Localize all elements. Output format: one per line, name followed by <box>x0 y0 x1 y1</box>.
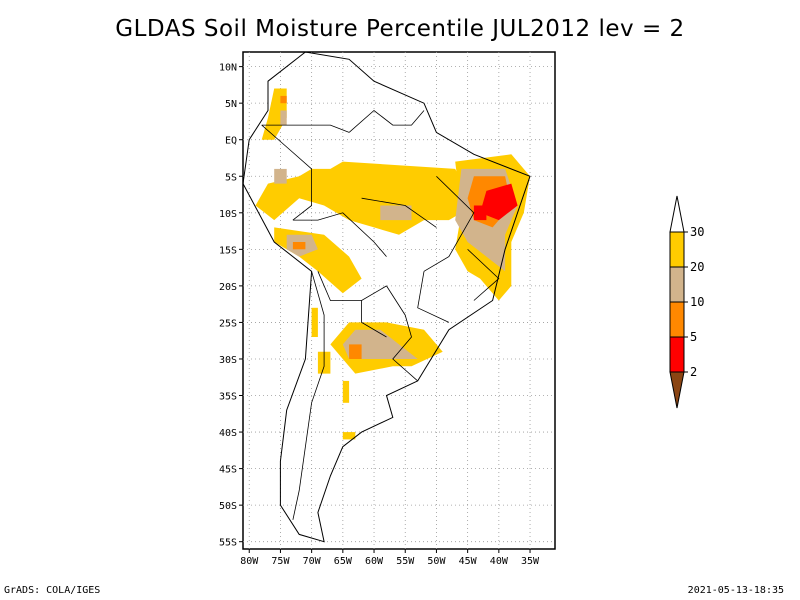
country-border <box>317 271 387 301</box>
lat-tick-label: 25S <box>219 318 237 329</box>
colorbar: 30 20 10 5 2 <box>669 195 704 409</box>
lon-tick-label: 50W <box>427 556 446 567</box>
percentile-region-p20_30 <box>342 380 350 403</box>
lon-tick-label: 65W <box>334 556 353 567</box>
country-border <box>348 109 425 133</box>
map-title: GLDAS Soil Moisture Percentile JUL2012 l… <box>115 16 685 42</box>
colorbar-box-p5_10 <box>669 301 685 338</box>
percentile-region-p2_5 <box>473 205 487 221</box>
coastline-and-borders <box>242 51 531 543</box>
percentile-shading <box>255 88 530 440</box>
lat-tick-label: 50S <box>219 501 237 512</box>
lat-tick-label: 45S <box>219 465 237 476</box>
country-border <box>261 124 350 133</box>
lat-tick-label: 35S <box>219 392 237 403</box>
lon-tick-label: 35W <box>521 556 540 567</box>
axis-ticks: 10N 5N EQ 5S 10S 15S 20S 25S 30S 35S 40S 45S 50S 55S8… <box>219 63 540 567</box>
lon-tick-label: 75W <box>271 556 290 567</box>
country-border <box>292 271 325 520</box>
map-frame <box>242 51 556 550</box>
lat-tick-label: 10S <box>219 209 237 220</box>
lon-tick-label: 60W <box>365 556 384 567</box>
lat-tick-label: 55S <box>219 538 237 549</box>
footer-credit: GrADS: COLA/IGES <box>4 585 101 596</box>
country-border <box>261 124 313 221</box>
country-border <box>423 176 475 272</box>
lat-tick-label: 30S <box>219 355 237 366</box>
colorbar-top-triangle <box>669 195 685 233</box>
percentile-region-p20_30 <box>342 432 356 440</box>
country-border <box>467 249 500 301</box>
colorbar-level-label: 2 <box>690 365 697 379</box>
lon-tick-label: 55W <box>396 556 415 567</box>
colorbar-box-p10_20 <box>669 266 685 303</box>
footer-timestamp: 2021-05-13-18:35 <box>687 585 784 596</box>
country-border <box>292 212 387 257</box>
colorbar-level-label: 20 <box>690 260 704 274</box>
percentile-region-p10_20 <box>380 205 412 221</box>
colorbar-box-p20_30 <box>669 231 685 268</box>
colorbar-bottom-triangle <box>669 371 685 409</box>
percentile-region-p5_10 <box>292 242 306 250</box>
lon-tick-label: 70W <box>303 556 322 567</box>
percentile-region-p5_10 <box>349 344 362 359</box>
country-border <box>417 271 450 323</box>
colorbar-level-label: 30 <box>690 225 704 239</box>
colorbar-level-label: 10 <box>690 295 704 309</box>
percentile-region-p20_30 <box>311 307 318 337</box>
lat-tick-label: EQ <box>225 136 237 147</box>
lat-tick-label: 5S <box>225 172 237 183</box>
colorbar-level-label: 5 <box>690 330 697 344</box>
coastline <box>242 51 531 543</box>
lat-tick-label: 40S <box>219 428 237 439</box>
percentile-region-p5_10 <box>280 95 287 104</box>
lat-tick-label: 10N <box>219 63 237 74</box>
country-border <box>386 285 418 382</box>
lon-tick-label: 45W <box>459 556 478 567</box>
percentile-region-p20_30 <box>255 161 474 235</box>
lon-tick-label: 80W <box>240 556 259 567</box>
lat-tick-label: 15S <box>219 245 237 256</box>
country-border <box>361 197 437 228</box>
lon-tick-label: 40W <box>490 556 509 567</box>
percentile-region-p10_20 <box>274 168 287 184</box>
colorbar-box-p2_5 <box>669 336 685 373</box>
lat-tick-label: 5N <box>225 99 237 110</box>
country-border <box>361 300 387 338</box>
lat-tick-label: 20S <box>219 282 237 293</box>
percentile-region-p2_5 <box>480 183 518 221</box>
percentile-region-p10_20 <box>280 110 287 126</box>
